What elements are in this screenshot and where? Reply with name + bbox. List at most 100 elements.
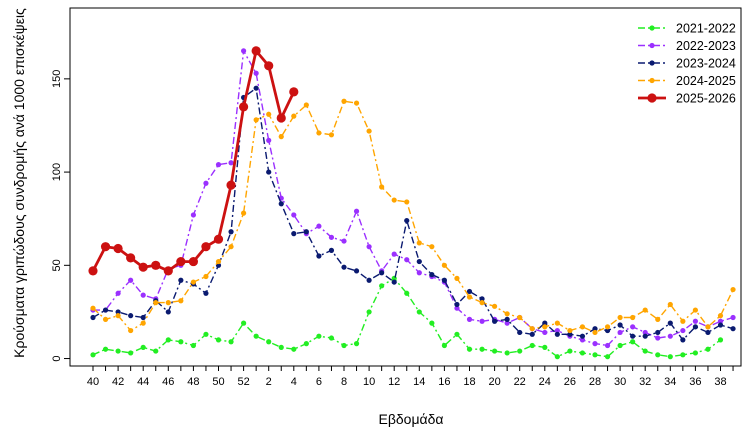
data-point bbox=[604, 324, 611, 330]
data-point bbox=[642, 348, 648, 354]
data-point bbox=[617, 329, 623, 336]
data-point bbox=[391, 197, 397, 203]
data-point bbox=[278, 134, 284, 140]
data-point bbox=[642, 329, 648, 336]
data-point bbox=[604, 327, 611, 334]
data-point bbox=[353, 208, 360, 214]
data-point bbox=[517, 329, 523, 336]
data-point bbox=[554, 320, 560, 326]
data-point bbox=[542, 324, 548, 330]
data-point bbox=[655, 352, 661, 358]
x-tick-label: 28 bbox=[589, 376, 601, 388]
data-point bbox=[630, 339, 636, 345]
x-axis-title: Εβδομάδα bbox=[378, 411, 443, 427]
data-point bbox=[251, 46, 261, 56]
data-point bbox=[128, 277, 134, 283]
data-point bbox=[667, 333, 673, 339]
series-2024-2025 bbox=[90, 98, 736, 336]
data-point bbox=[291, 212, 297, 218]
series-line bbox=[93, 50, 734, 347]
data-point bbox=[366, 244, 372, 250]
data-point bbox=[316, 253, 322, 259]
data-point bbox=[341, 238, 347, 244]
x-tick-label: 36 bbox=[689, 376, 701, 388]
x-tick-label: 22 bbox=[514, 376, 526, 388]
data-point bbox=[113, 243, 123, 254]
data-point bbox=[717, 322, 724, 328]
data-point bbox=[429, 244, 435, 250]
legend-marker bbox=[647, 93, 657, 103]
data-point bbox=[213, 234, 224, 244]
data-point bbox=[667, 301, 673, 308]
data-point bbox=[151, 260, 161, 270]
data-point bbox=[642, 307, 648, 313]
data-point bbox=[529, 342, 535, 349]
data-point bbox=[341, 98, 347, 104]
data-point bbox=[266, 169, 272, 175]
data-point bbox=[353, 268, 360, 274]
data-point bbox=[391, 251, 397, 257]
x-tick-label: 18 bbox=[463, 376, 475, 388]
data-point bbox=[592, 329, 598, 336]
data-point bbox=[454, 301, 460, 308]
legend-marker bbox=[649, 25, 655, 31]
legend-marker bbox=[649, 77, 655, 84]
data-point bbox=[203, 290, 209, 296]
y-tick-label: 0 bbox=[51, 355, 63, 361]
data-point bbox=[492, 318, 498, 324]
data-point bbox=[140, 344, 146, 350]
data-point bbox=[140, 320, 146, 326]
data-point bbox=[291, 113, 297, 119]
data-point bbox=[140, 292, 146, 298]
data-point bbox=[165, 337, 171, 343]
data-point bbox=[291, 231, 297, 237]
data-point bbox=[203, 331, 209, 337]
data-point bbox=[215, 258, 222, 265]
data-point bbox=[353, 341, 360, 347]
x-tick-label: 10 bbox=[363, 376, 375, 388]
data-point bbox=[642, 333, 648, 339]
data-point bbox=[667, 354, 673, 360]
data-point bbox=[579, 324, 586, 330]
series-2023-2024 bbox=[90, 85, 736, 343]
data-point bbox=[239, 102, 249, 112]
y-tick-label: 100 bbox=[51, 163, 63, 181]
data-point bbox=[241, 210, 247, 216]
legend-item-2021-2022: 2021-2022 bbox=[638, 22, 736, 36]
data-point bbox=[692, 324, 699, 330]
data-point bbox=[504, 316, 510, 322]
legend-label: 2022-2023 bbox=[676, 39, 736, 53]
series-line bbox=[92, 87, 734, 341]
data-point bbox=[115, 348, 121, 354]
data-point bbox=[228, 339, 234, 345]
data-point bbox=[717, 313, 724, 319]
data-point bbox=[115, 290, 121, 296]
data-point bbox=[278, 344, 284, 350]
data-point bbox=[504, 311, 510, 317]
data-point bbox=[153, 300, 159, 306]
data-point bbox=[228, 160, 234, 166]
y-tick-label: 150 bbox=[51, 70, 63, 88]
series-line bbox=[92, 277, 721, 358]
series-layer bbox=[88, 46, 736, 360]
data-point bbox=[567, 327, 573, 334]
data-point bbox=[416, 258, 422, 265]
data-point bbox=[404, 199, 410, 205]
data-point bbox=[730, 286, 736, 293]
plot-frame bbox=[69, 7, 742, 367]
data-point bbox=[102, 316, 109, 322]
data-point bbox=[215, 162, 222, 168]
legend-item-2025-2026: 2025-2026 bbox=[638, 92, 736, 106]
data-point bbox=[680, 337, 686, 343]
data-point bbox=[276, 113, 286, 123]
data-point bbox=[529, 331, 535, 337]
data-point bbox=[479, 300, 485, 306]
data-point bbox=[328, 132, 335, 138]
data-point bbox=[379, 184, 385, 190]
data-point bbox=[492, 348, 498, 354]
data-point bbox=[102, 346, 109, 352]
legend-marker bbox=[649, 60, 655, 66]
data-point bbox=[730, 314, 736, 321]
data-point bbox=[128, 350, 134, 356]
